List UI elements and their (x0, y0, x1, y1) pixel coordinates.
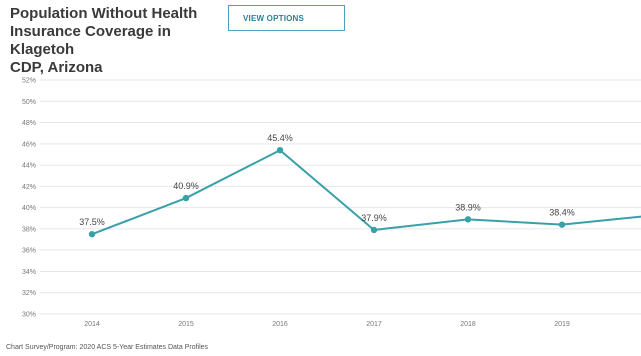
y-tick-label: 34% (22, 269, 36, 276)
view-options-button[interactable]: VIEW OPTIONS (228, 5, 345, 31)
y-tick-label: 38% (22, 226, 36, 233)
data-point[interactable] (276, 147, 284, 154)
data-label: 40.9% (173, 181, 199, 191)
chart-title: Population Without Health Insurance Cove… (10, 5, 198, 76)
gridlines (40, 79, 641, 315)
data-label: 37.9% (361, 213, 387, 223)
y-tick-label: 30% (22, 312, 36, 319)
y-tick-label: 40% (22, 205, 36, 212)
y-tick-label: 48% (22, 120, 36, 127)
data-point[interactable] (88, 231, 96, 238)
y-tick-label: 42% (22, 184, 36, 191)
x-tick-label: 2018 (460, 321, 476, 328)
y-tick-label: 44% (22, 163, 36, 170)
y-tick-label: 36% (22, 248, 36, 255)
x-tick-label: 2014 (84, 321, 100, 328)
y-axis-ticks: 30% 32% 34% 36% 38% 40% 42% 44% 46% 48% 50% 52% (22, 78, 36, 319)
y-tick-label: 50% (22, 99, 36, 106)
data-labels: 37.5% 40.9% 45.4% 37.9% 38.9% 38.4% (79, 133, 575, 227)
data-label: 38.4% (549, 208, 575, 218)
y-tick-label: 46% (22, 141, 36, 148)
data-point[interactable] (370, 226, 378, 234)
y-tick-label: 32% (22, 290, 36, 297)
x-tick-label: 2016 (272, 321, 288, 328)
y-tick-label: 52% (22, 78, 36, 85)
data-point[interactable] (464, 216, 472, 223)
data-label: 38.9% (455, 202, 481, 212)
line-chart: 30% 32% 34% 36% 38% 40% 42% 44% 46% 48% 50% 52% 201… (22, 78, 641, 328)
data-label: 45.4% (267, 133, 293, 143)
source-note: Chart Survey/Program: 2020 ACS 5-Year Es… (6, 344, 209, 351)
x-tick-label: 2019 (554, 321, 570, 328)
x-tick-label: 2015 (178, 321, 194, 328)
data-label: 37.5% (79, 217, 105, 227)
data-points (88, 147, 566, 238)
data-point[interactable] (558, 221, 566, 228)
data-point[interactable] (182, 194, 190, 202)
x-tick-label: 2017 (366, 321, 382, 328)
x-axis-ticks: 2014 2015 2016 2017 2018 2019 (84, 321, 570, 328)
